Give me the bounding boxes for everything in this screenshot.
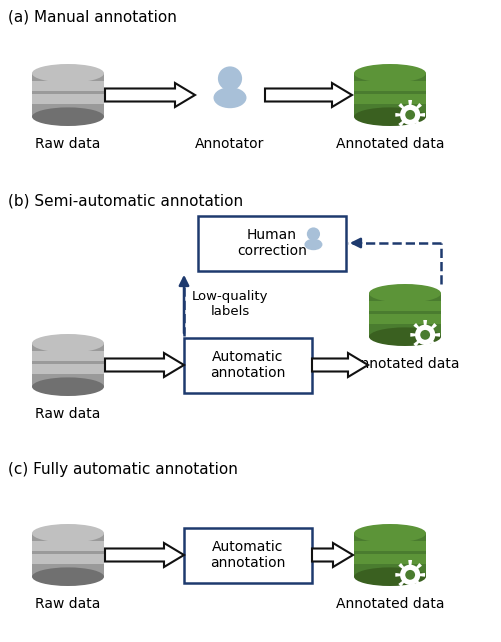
Polygon shape bbox=[353, 73, 425, 117]
Ellipse shape bbox=[32, 524, 104, 542]
Polygon shape bbox=[353, 94, 425, 105]
Polygon shape bbox=[368, 301, 440, 311]
Polygon shape bbox=[409, 320, 439, 350]
Polygon shape bbox=[368, 314, 440, 324]
Ellipse shape bbox=[32, 107, 104, 126]
Polygon shape bbox=[353, 554, 425, 564]
Polygon shape bbox=[32, 81, 104, 91]
Circle shape bbox=[306, 227, 320, 241]
Circle shape bbox=[419, 330, 429, 340]
Ellipse shape bbox=[353, 64, 425, 83]
Polygon shape bbox=[105, 83, 194, 107]
Polygon shape bbox=[368, 293, 440, 336]
Polygon shape bbox=[394, 100, 424, 130]
Text: Annotated data: Annotated data bbox=[350, 357, 458, 371]
Polygon shape bbox=[105, 543, 184, 567]
Circle shape bbox=[404, 570, 414, 580]
Polygon shape bbox=[32, 343, 104, 386]
Polygon shape bbox=[353, 541, 425, 551]
Ellipse shape bbox=[304, 239, 322, 250]
Polygon shape bbox=[32, 94, 104, 105]
Polygon shape bbox=[310, 240, 316, 243]
Text: Annotator: Annotator bbox=[195, 137, 264, 151]
FancyBboxPatch shape bbox=[197, 216, 345, 270]
Circle shape bbox=[217, 66, 241, 91]
Ellipse shape bbox=[368, 284, 440, 302]
Text: Raw data: Raw data bbox=[35, 597, 101, 611]
Text: Automatic
annotation: Automatic annotation bbox=[210, 540, 285, 570]
Ellipse shape bbox=[353, 524, 425, 542]
Ellipse shape bbox=[32, 377, 104, 396]
Text: Automatic
annotation: Automatic annotation bbox=[210, 350, 285, 380]
Ellipse shape bbox=[353, 107, 425, 126]
Polygon shape bbox=[353, 534, 425, 577]
Text: (a) Manual annotation: (a) Manual annotation bbox=[8, 10, 176, 25]
Polygon shape bbox=[265, 83, 351, 107]
Polygon shape bbox=[312, 353, 367, 377]
Text: Human
correction: Human correction bbox=[236, 228, 306, 258]
FancyBboxPatch shape bbox=[184, 528, 312, 582]
Text: Low-quality
labels: Low-quality labels bbox=[191, 290, 268, 318]
Ellipse shape bbox=[368, 327, 440, 346]
Polygon shape bbox=[223, 89, 235, 95]
Text: Raw data: Raw data bbox=[35, 137, 101, 151]
Polygon shape bbox=[32, 554, 104, 564]
Polygon shape bbox=[32, 351, 104, 361]
Polygon shape bbox=[32, 73, 104, 117]
Ellipse shape bbox=[32, 568, 104, 586]
Polygon shape bbox=[353, 81, 425, 91]
Circle shape bbox=[404, 110, 414, 120]
Text: (c) Fully automatic annotation: (c) Fully automatic annotation bbox=[8, 462, 237, 477]
Text: Annotated data: Annotated data bbox=[335, 597, 443, 611]
Ellipse shape bbox=[353, 568, 425, 586]
Ellipse shape bbox=[32, 334, 104, 352]
Text: (b) Semi-automatic annotation: (b) Semi-automatic annotation bbox=[8, 193, 242, 208]
Polygon shape bbox=[32, 541, 104, 551]
Polygon shape bbox=[105, 353, 184, 377]
Polygon shape bbox=[32, 364, 104, 374]
Polygon shape bbox=[312, 543, 352, 567]
Text: Annotated data: Annotated data bbox=[335, 137, 443, 151]
Ellipse shape bbox=[32, 64, 104, 83]
FancyBboxPatch shape bbox=[184, 338, 312, 392]
Polygon shape bbox=[394, 560, 424, 590]
Text: Raw data: Raw data bbox=[35, 407, 101, 421]
Polygon shape bbox=[32, 534, 104, 577]
Ellipse shape bbox=[213, 87, 246, 108]
